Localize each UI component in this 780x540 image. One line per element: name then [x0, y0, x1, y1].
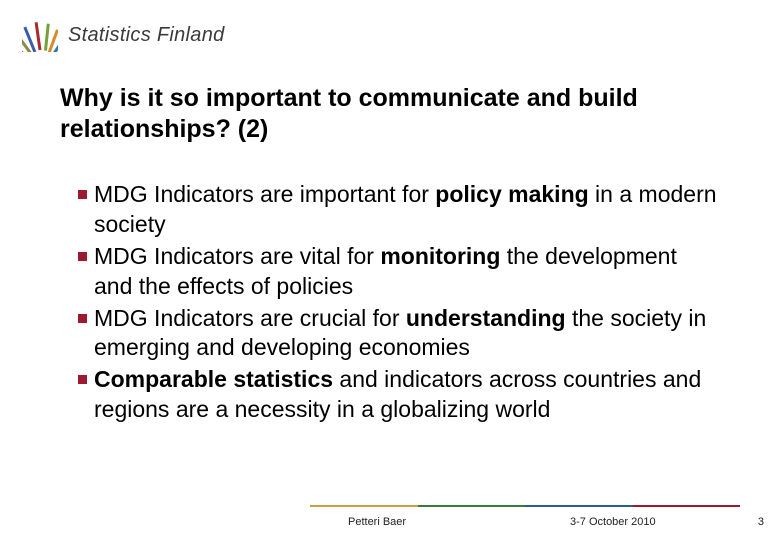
slide-body: MDG Indicators are important for policy …	[78, 180, 720, 427]
bullet-item: Comparable statistics and indicators acr…	[78, 365, 720, 425]
bullet-item: MDG Indicators are crucial for understan…	[78, 304, 720, 364]
bullet-item: MDG Indicators are vital for monitoring …	[78, 242, 720, 302]
slide-title: Why is it so important to communicate an…	[60, 83, 740, 146]
footer-author: Petteri Baer	[348, 516, 406, 528]
bullet-text: MDG Indicators are important for policy …	[94, 180, 720, 240]
header: Statistics Finland	[22, 18, 225, 52]
footer-date: 3-7 October 2010	[570, 516, 656, 528]
footer-rule-seg	[633, 505, 741, 507]
slide-number: 3	[758, 516, 764, 528]
bullet-item: MDG Indicators are important for policy …	[78, 180, 720, 240]
statistics-finland-logo-icon	[22, 18, 58, 52]
bullet-marker-icon	[78, 190, 87, 199]
org-name: Statistics Finland	[68, 24, 225, 47]
bullet-marker-icon	[78, 314, 87, 323]
bullet-marker-icon	[78, 252, 87, 261]
bullet-text: MDG Indicators are crucial for understan…	[94, 304, 720, 364]
footer-rule-seg	[310, 505, 418, 507]
footer-rule	[310, 505, 740, 507]
bullet-text: MDG Indicators are vital for monitoring …	[94, 242, 720, 302]
bullet-marker-icon	[78, 375, 87, 384]
footer-rule-seg	[525, 505, 633, 507]
bullet-text: Comparable statistics and indicators acr…	[94, 365, 720, 425]
footer-rule-seg	[418, 505, 526, 507]
